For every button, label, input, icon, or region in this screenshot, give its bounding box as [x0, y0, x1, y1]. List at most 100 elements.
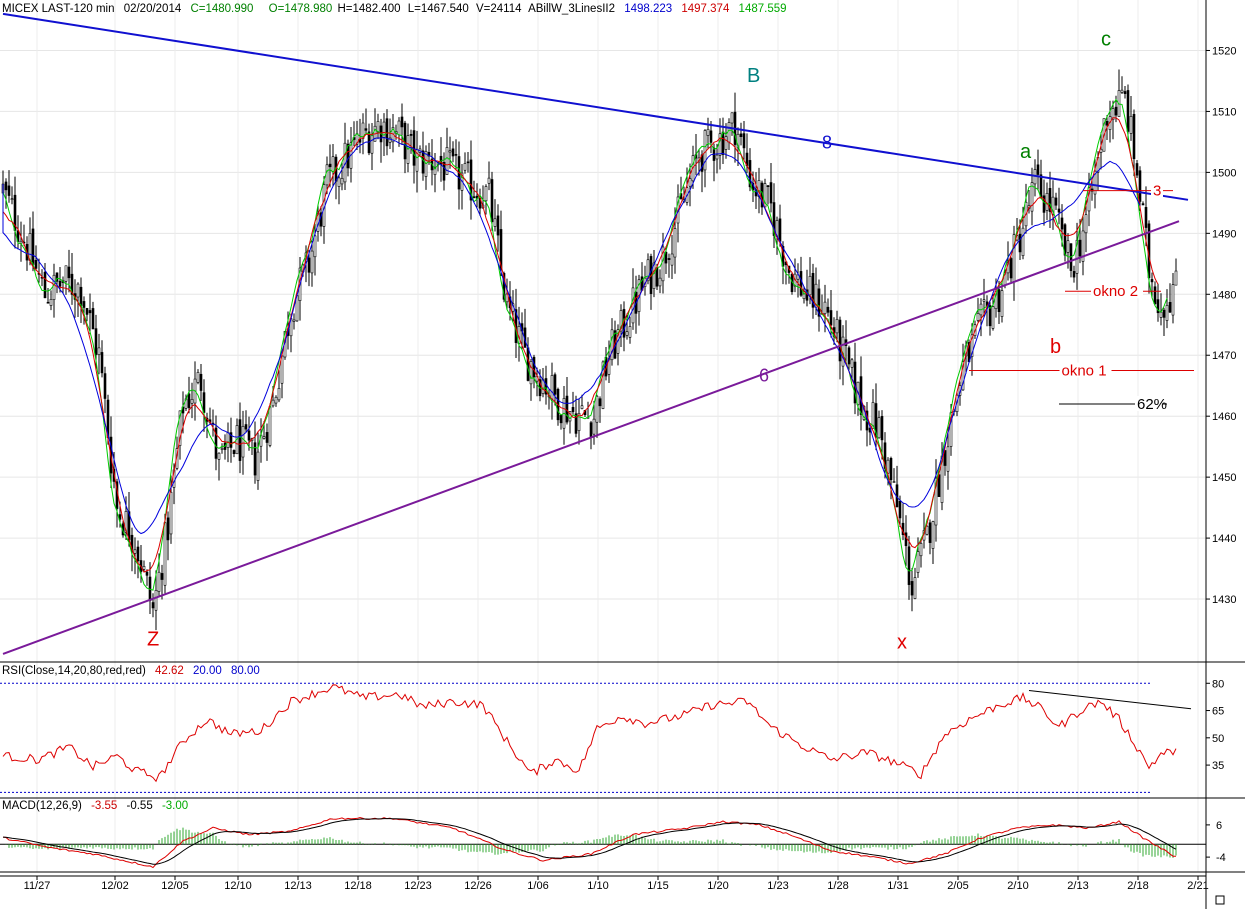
time-tick-label: 12/13: [284, 880, 312, 892]
candle-body: [4, 181, 8, 191]
candle-body: [1030, 182, 1034, 212]
candle-body: [904, 532, 908, 547]
candle-body: [1141, 203, 1145, 206]
candle-body: [448, 150, 452, 153]
candle-body: [874, 403, 878, 436]
wave-label-Z: Z: [147, 629, 159, 651]
candle-body: [619, 310, 623, 332]
ma-line-blue: [2, 136, 1141, 535]
candle-body: [1120, 89, 1124, 93]
candle-body: [961, 361, 965, 391]
time-tick-label: 2/13: [1067, 880, 1088, 892]
candle-body: [76, 283, 80, 298]
candle-body: [1111, 108, 1115, 121]
candle-body: [553, 374, 557, 395]
header-line2: 1497.374: [681, 3, 730, 15]
candle-body: [703, 130, 707, 171]
candle-body: [34, 259, 38, 269]
candle-body: [1129, 116, 1133, 134]
macd-value-2: -0.55: [127, 800, 153, 812]
candle-body: [826, 306, 830, 313]
header-low: L=1467.540: [408, 3, 469, 15]
candle-body: [1057, 208, 1061, 213]
candle-body: [847, 347, 851, 365]
candle-body: [157, 571, 161, 592]
candle-body: [1093, 170, 1097, 195]
candle-body: [85, 308, 89, 315]
candle-body: [1042, 195, 1046, 213]
rsi-tick-label: 50: [1212, 733, 1224, 745]
level-label: okno 1: [1062, 362, 1107, 379]
candle-body: [433, 167, 437, 175]
header-high: H=1482.400: [338, 3, 401, 15]
macd-title-line: MACD(12,26,9) -3.55 -0.55 -3.00: [2, 800, 188, 812]
candle-body: [220, 447, 224, 450]
candle-body: [160, 573, 164, 580]
candle-body: [277, 388, 281, 401]
candle-body: [154, 590, 158, 611]
time-tick-label: 12/18: [344, 880, 372, 892]
candle-body: [409, 133, 413, 136]
candle-body: [388, 137, 392, 143]
candle-body: [913, 577, 917, 599]
candle-body: [808, 275, 812, 296]
candle-body: [364, 128, 368, 131]
candle-body: [445, 147, 449, 175]
candle-body: [1159, 311, 1163, 318]
candle-body: [928, 522, 932, 543]
candle-body: [934, 477, 938, 526]
candle-body: [325, 164, 329, 186]
candle-body: [877, 417, 881, 439]
candle-body: [1162, 309, 1166, 318]
candle-body: [499, 229, 503, 269]
macd-tick-label: 6: [1216, 820, 1222, 832]
level-label-bg: [1151, 182, 1163, 198]
level-label: 62%: [1137, 396, 1167, 413]
moving-averages: [2, 98, 1168, 591]
candle-body: [166, 517, 170, 541]
candle-body: [1021, 227, 1025, 256]
candle-body: [142, 566, 146, 570]
candle-body: [889, 458, 893, 481]
candle-body: [310, 250, 314, 274]
header-volume: V=24114: [476, 3, 522, 15]
candle-body: [670, 253, 674, 266]
candle-body: [673, 228, 677, 258]
candle-body: [136, 546, 140, 562]
candle-body: [1153, 286, 1157, 305]
candle-body: [7, 185, 11, 196]
candle-body: [871, 402, 875, 429]
candle-body: [103, 373, 107, 399]
candle-body: [232, 450, 236, 455]
time-tick-label: 12/02: [101, 880, 129, 892]
candle-body: [199, 373, 203, 391]
candle-body: [568, 411, 572, 422]
candle-body: [652, 262, 656, 289]
candle-body: [1144, 207, 1148, 228]
candle-body: [328, 163, 332, 168]
candle-body: [646, 259, 650, 282]
rsi-level-high: 80.00: [231, 665, 260, 677]
candle-body: [859, 376, 863, 415]
candle-body: [247, 430, 251, 441]
candle-body: [1066, 240, 1070, 253]
trendline-label: 8: [822, 132, 832, 152]
candle-body: [1009, 258, 1013, 279]
candle-body: [526, 347, 530, 381]
time-tick-label: 12/05: [161, 880, 189, 892]
candle-body: [1018, 233, 1022, 253]
level-label: okno 2: [1093, 283, 1138, 300]
header-line: MICEX LAST-120 min 02/20/2014 C=1480.990…: [2, 3, 787, 15]
level-label-bg: [1059, 362, 1112, 378]
rsi-panel: [0, 682, 1192, 793]
corner-box: [1215, 895, 1225, 905]
candle-body: [466, 161, 470, 164]
level-label: 3: [1153, 183, 1161, 200]
candle-body: [1138, 170, 1142, 202]
candle-body: [946, 446, 950, 472]
candle-body: [43, 271, 47, 299]
wave-label-x: x: [897, 632, 907, 654]
candle-body: [10, 198, 14, 200]
